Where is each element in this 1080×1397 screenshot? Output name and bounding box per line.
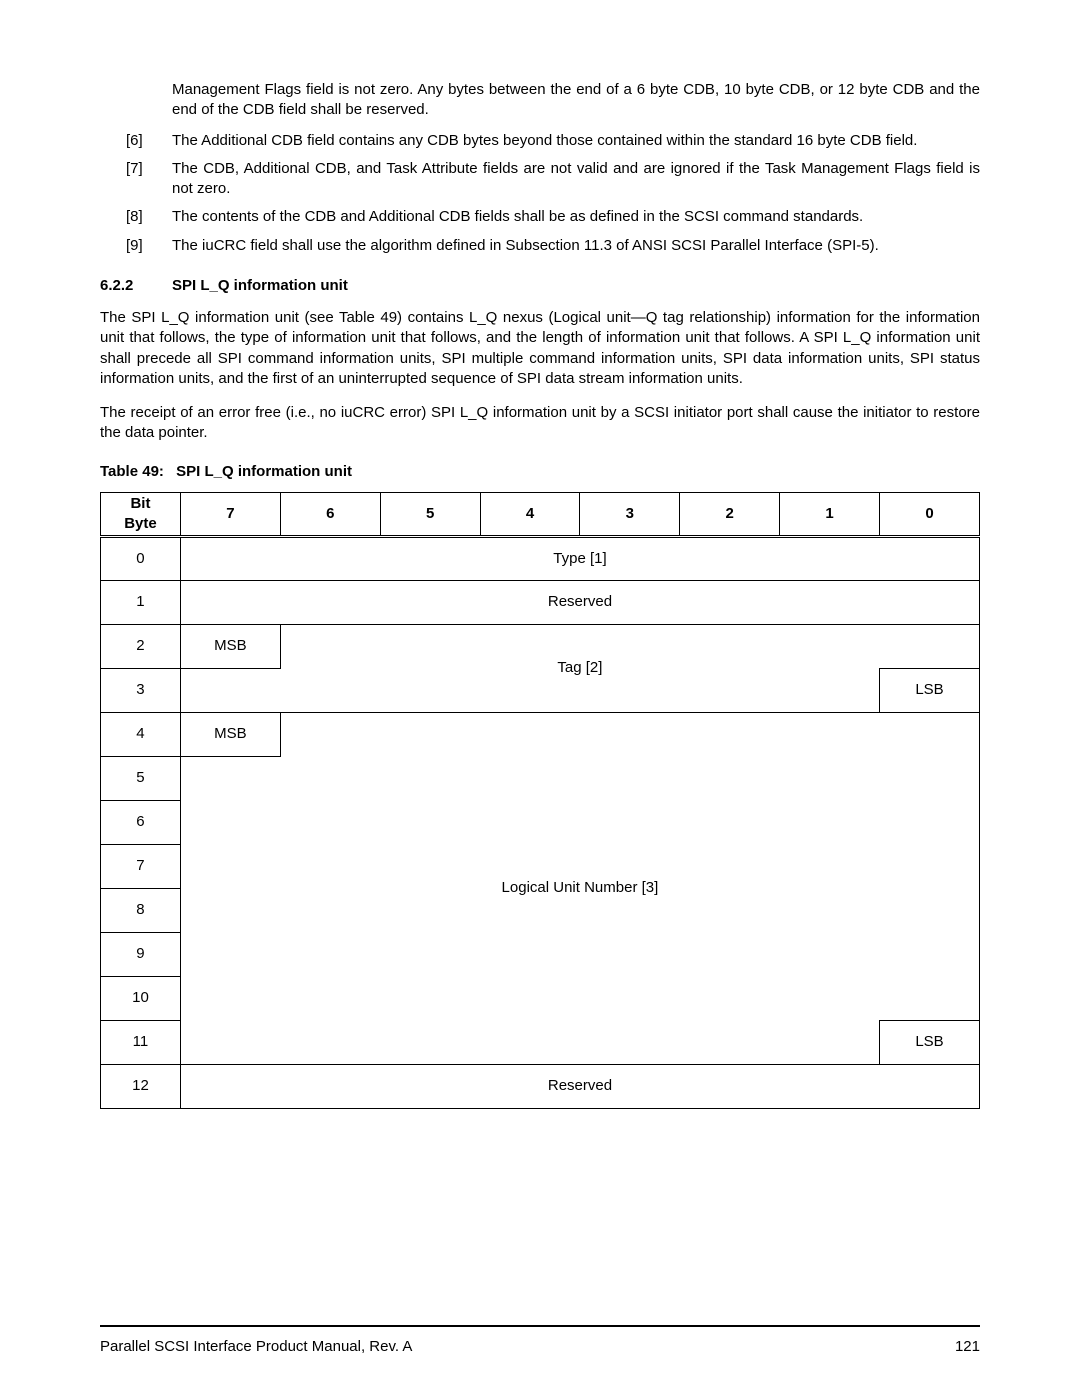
table-caption: Table 49: SPI L_Q information unit (100, 462, 980, 482)
note-9: [9] The iuCRC field shall use the algori… (126, 236, 980, 256)
bit-7: 7 (180, 492, 280, 536)
byte-label: 11 (101, 1020, 181, 1064)
table-row: 12 Reserved (101, 1064, 980, 1108)
cell-empty (180, 668, 280, 712)
cell-empty (180, 888, 280, 932)
bit-6: 6 (280, 492, 380, 536)
footer-page-number: 121 (955, 1337, 980, 1357)
paragraph-2: The receipt of an error free (i.e., no i… (100, 403, 980, 444)
note-marker: [7] (126, 159, 172, 200)
note-text: The CDB, Additional CDB, and Task Attrib… (172, 159, 980, 200)
table-row: 1 Reserved (101, 580, 980, 624)
cell-lsb: LSB (880, 1020, 980, 1064)
byte-label: 0 (101, 536, 181, 580)
cell-tag: Tag [2] (280, 624, 879, 712)
bit-1: 1 (780, 492, 880, 536)
cell-empty (880, 756, 980, 800)
byte-label: 4 (101, 712, 181, 756)
bit-2: 2 (680, 492, 780, 536)
cell-lun: Logical Unit Number [3] (280, 712, 879, 1064)
paragraph-1: The SPI L_Q information unit (see Table … (100, 308, 980, 389)
note-6: [6] The Additional CDB field contains an… (126, 131, 980, 151)
cell-empty (180, 932, 280, 976)
byte-label: 8 (101, 888, 181, 932)
table-caption-title: SPI L_Q information unit (176, 463, 352, 480)
note-marker: [9] (126, 236, 172, 256)
cell-empty (180, 844, 280, 888)
byte-label: 2 (101, 624, 181, 668)
note-8: [8] The contents of the CDB and Addition… (126, 207, 980, 227)
cell-empty (180, 976, 280, 1020)
byte-label: 12 (101, 1064, 181, 1108)
note-text: The contents of the CDB and Additional C… (172, 207, 980, 227)
table-caption-number: Table 49: (100, 462, 172, 482)
header-bit-label: Bit (107, 494, 174, 514)
cell-reserved: Reserved (180, 580, 979, 624)
cell-empty (880, 888, 980, 932)
byte-label: 10 (101, 976, 181, 1020)
bit-4: 4 (480, 492, 580, 536)
cell-empty (880, 800, 980, 844)
bit-5: 5 (380, 492, 480, 536)
byte-label: 9 (101, 932, 181, 976)
bit-table: Bit Byte 7 6 5 4 3 2 1 0 0 Type [1] 1 (100, 492, 980, 1109)
section-title: SPI L_Q information unit (172, 276, 348, 296)
note-text: The Additional CDB field contains any CD… (172, 131, 980, 151)
cell-empty (880, 624, 980, 668)
cell-empty (180, 800, 280, 844)
section-number: 6.2.2 (100, 276, 172, 296)
cell-empty (880, 712, 980, 756)
note-7: [7] The CDB, Additional CDB, and Task At… (126, 159, 980, 200)
byte-label: 5 (101, 756, 181, 800)
cell-empty (880, 976, 980, 1020)
cell-type: Type [1] (180, 536, 979, 580)
cell-lsb: LSB (880, 668, 980, 712)
byte-label: 6 (101, 800, 181, 844)
table-row: 2 MSB Tag [2] (101, 624, 980, 668)
bit-0: 0 (880, 492, 980, 536)
cell-msb: MSB (180, 624, 280, 668)
cell-empty (180, 756, 280, 800)
header-byte-label: Byte (107, 514, 174, 534)
cell-empty (880, 844, 980, 888)
cell-empty (180, 1020, 280, 1064)
cell-empty (880, 932, 980, 976)
page-footer: Parallel SCSI Interface Product Manual, … (100, 1325, 980, 1357)
page: Management Flags field is not zero. Any … (0, 0, 1080, 1397)
intro-continued: Management Flags field is not zero. Any … (172, 80, 980, 121)
section-heading: 6.2.2 SPI L_Q information unit (100, 276, 980, 296)
table-header-row: Bit Byte 7 6 5 4 3 2 1 0 (101, 492, 980, 536)
header-corner: Bit Byte (101, 492, 181, 536)
byte-label: 1 (101, 580, 181, 624)
cell-msb: MSB (180, 712, 280, 756)
note-text: The iuCRC field shall use the algorithm … (172, 236, 980, 256)
byte-label: 3 (101, 668, 181, 712)
byte-label: 7 (101, 844, 181, 888)
note-marker: [6] (126, 131, 172, 151)
table-row: 0 Type [1] (101, 536, 980, 580)
note-marker: [8] (126, 207, 172, 227)
cell-reserved: Reserved (180, 1064, 979, 1108)
table-row: 4 MSB Logical Unit Number [3] (101, 712, 980, 756)
footer-left: Parallel SCSI Interface Product Manual, … (100, 1337, 412, 1357)
bit-3: 3 (580, 492, 680, 536)
